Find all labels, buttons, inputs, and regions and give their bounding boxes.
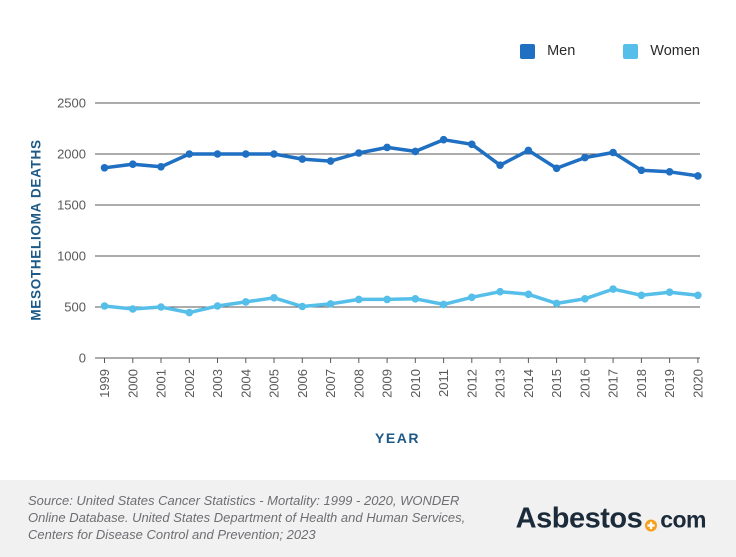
men-data-point [637, 166, 646, 175]
men-data-point [157, 163, 165, 171]
women-data-point [213, 302, 222, 310]
y-tick-label: 1000 [57, 249, 86, 264]
x-tick-label: 2013 [493, 369, 508, 398]
women-data-point [524, 290, 533, 299]
y-tick-label: 1500 [57, 198, 86, 213]
men-data-point [213, 150, 222, 158]
x-tick-label: 2004 [238, 369, 253, 398]
women-data-point [694, 291, 702, 300]
source-text: Source: United States Cancer Statistics … [28, 493, 466, 542]
chart-legend: Men Women [520, 43, 700, 59]
logo-dot-icon [645, 519, 658, 531]
logo-brand-text: Asbestos [515, 502, 643, 534]
men-data-point [270, 150, 278, 158]
men-data-point [100, 164, 109, 172]
men-data-point [185, 150, 194, 158]
y-tick-label: 500 [64, 300, 86, 315]
men-data-point [496, 161, 504, 169]
men-data-point [609, 148, 617, 157]
women-data-point [411, 295, 420, 303]
women-data-point [157, 303, 165, 311]
women-legend-swatch-icon [623, 43, 639, 59]
women-data-point [129, 305, 137, 313]
women-data-point [355, 295, 363, 304]
women-data-point [439, 300, 448, 309]
women-legend-label: Women [650, 43, 700, 59]
x-tick-label: 2003 [210, 369, 225, 398]
line-chart: 0 500 1000 1500 2000 2500 1999 2000 2001 2002 2003… [57, 96, 705, 398]
men-data-point [665, 168, 674, 176]
women-data-point [270, 294, 278, 302]
x-tick-label: 1999 [97, 369, 112, 398]
women-data-point [609, 285, 617, 293]
x-axis-title: YEAR [375, 430, 420, 446]
y-tick-label: 0 [79, 351, 86, 366]
women-series-line [102, 287, 700, 315]
women-data-point [100, 302, 109, 310]
men-legend-label: Men [547, 43, 576, 59]
men-data-point [524, 146, 533, 155]
logo-tld-text: com [660, 506, 706, 532]
x-tick-label: 2011 [436, 369, 451, 397]
x-tick-label: 2017 [606, 369, 621, 398]
men-data-point [383, 143, 391, 152]
x-tick-label: 2002 [182, 369, 197, 398]
women-data-point [581, 295, 589, 303]
legend-item-women: Women [623, 43, 700, 59]
women-data-point [185, 308, 194, 317]
x-tick-label: 2001 [154, 369, 169, 398]
x-tick-label: 2009 [380, 369, 395, 398]
x-tick-label: 2006 [295, 369, 310, 398]
y-tick-label: 2000 [57, 147, 86, 162]
x-tick-label: 2007 [323, 369, 338, 398]
men-data-point [439, 135, 448, 144]
men-data-point [468, 140, 476, 149]
x-tick-label: 2014 [521, 369, 536, 398]
x-tick-label: 2008 [351, 369, 366, 398]
men-data-point [581, 153, 589, 162]
legend-item-men: Men [520, 43, 575, 59]
women-data-point [665, 288, 674, 297]
y-tick-label: 2500 [57, 96, 86, 111]
men-data-point [552, 164, 561, 173]
x-tick-label: 2020 [690, 369, 705, 398]
women-data-point [468, 293, 476, 302]
footer: Source: United States Cancer Statistics … [0, 480, 736, 557]
men-data-point [298, 155, 307, 163]
x-tick-label: 2015 [549, 369, 564, 398]
men-data-point [129, 160, 137, 168]
men-data-point [242, 150, 250, 158]
asbestos-com-logo: Asbestos com [515, 502, 707, 535]
x-tick-label: 2012 [464, 369, 479, 398]
women-data-point [552, 299, 561, 308]
men-data-point [326, 157, 335, 165]
women-data-point [326, 300, 335, 308]
women-data-point [637, 291, 646, 300]
x-tick-label: 2016 [577, 369, 592, 398]
x-tick-label: 2010 [408, 369, 423, 398]
x-tick-label: 2018 [634, 369, 649, 398]
women-data-point [242, 298, 250, 306]
men-data-point [694, 172, 702, 180]
x-tick-label: 2005 [267, 369, 282, 398]
x-tick-label: 2019 [662, 369, 677, 398]
women-data-point [298, 302, 307, 311]
men-series-line [102, 137, 700, 178]
men-data-point [411, 147, 420, 156]
x-tick-label: 2000 [125, 369, 140, 398]
men-legend-swatch-icon [520, 43, 536, 59]
women-data-point [496, 287, 504, 296]
women-data-point [383, 295, 391, 304]
men-data-point [355, 149, 363, 157]
